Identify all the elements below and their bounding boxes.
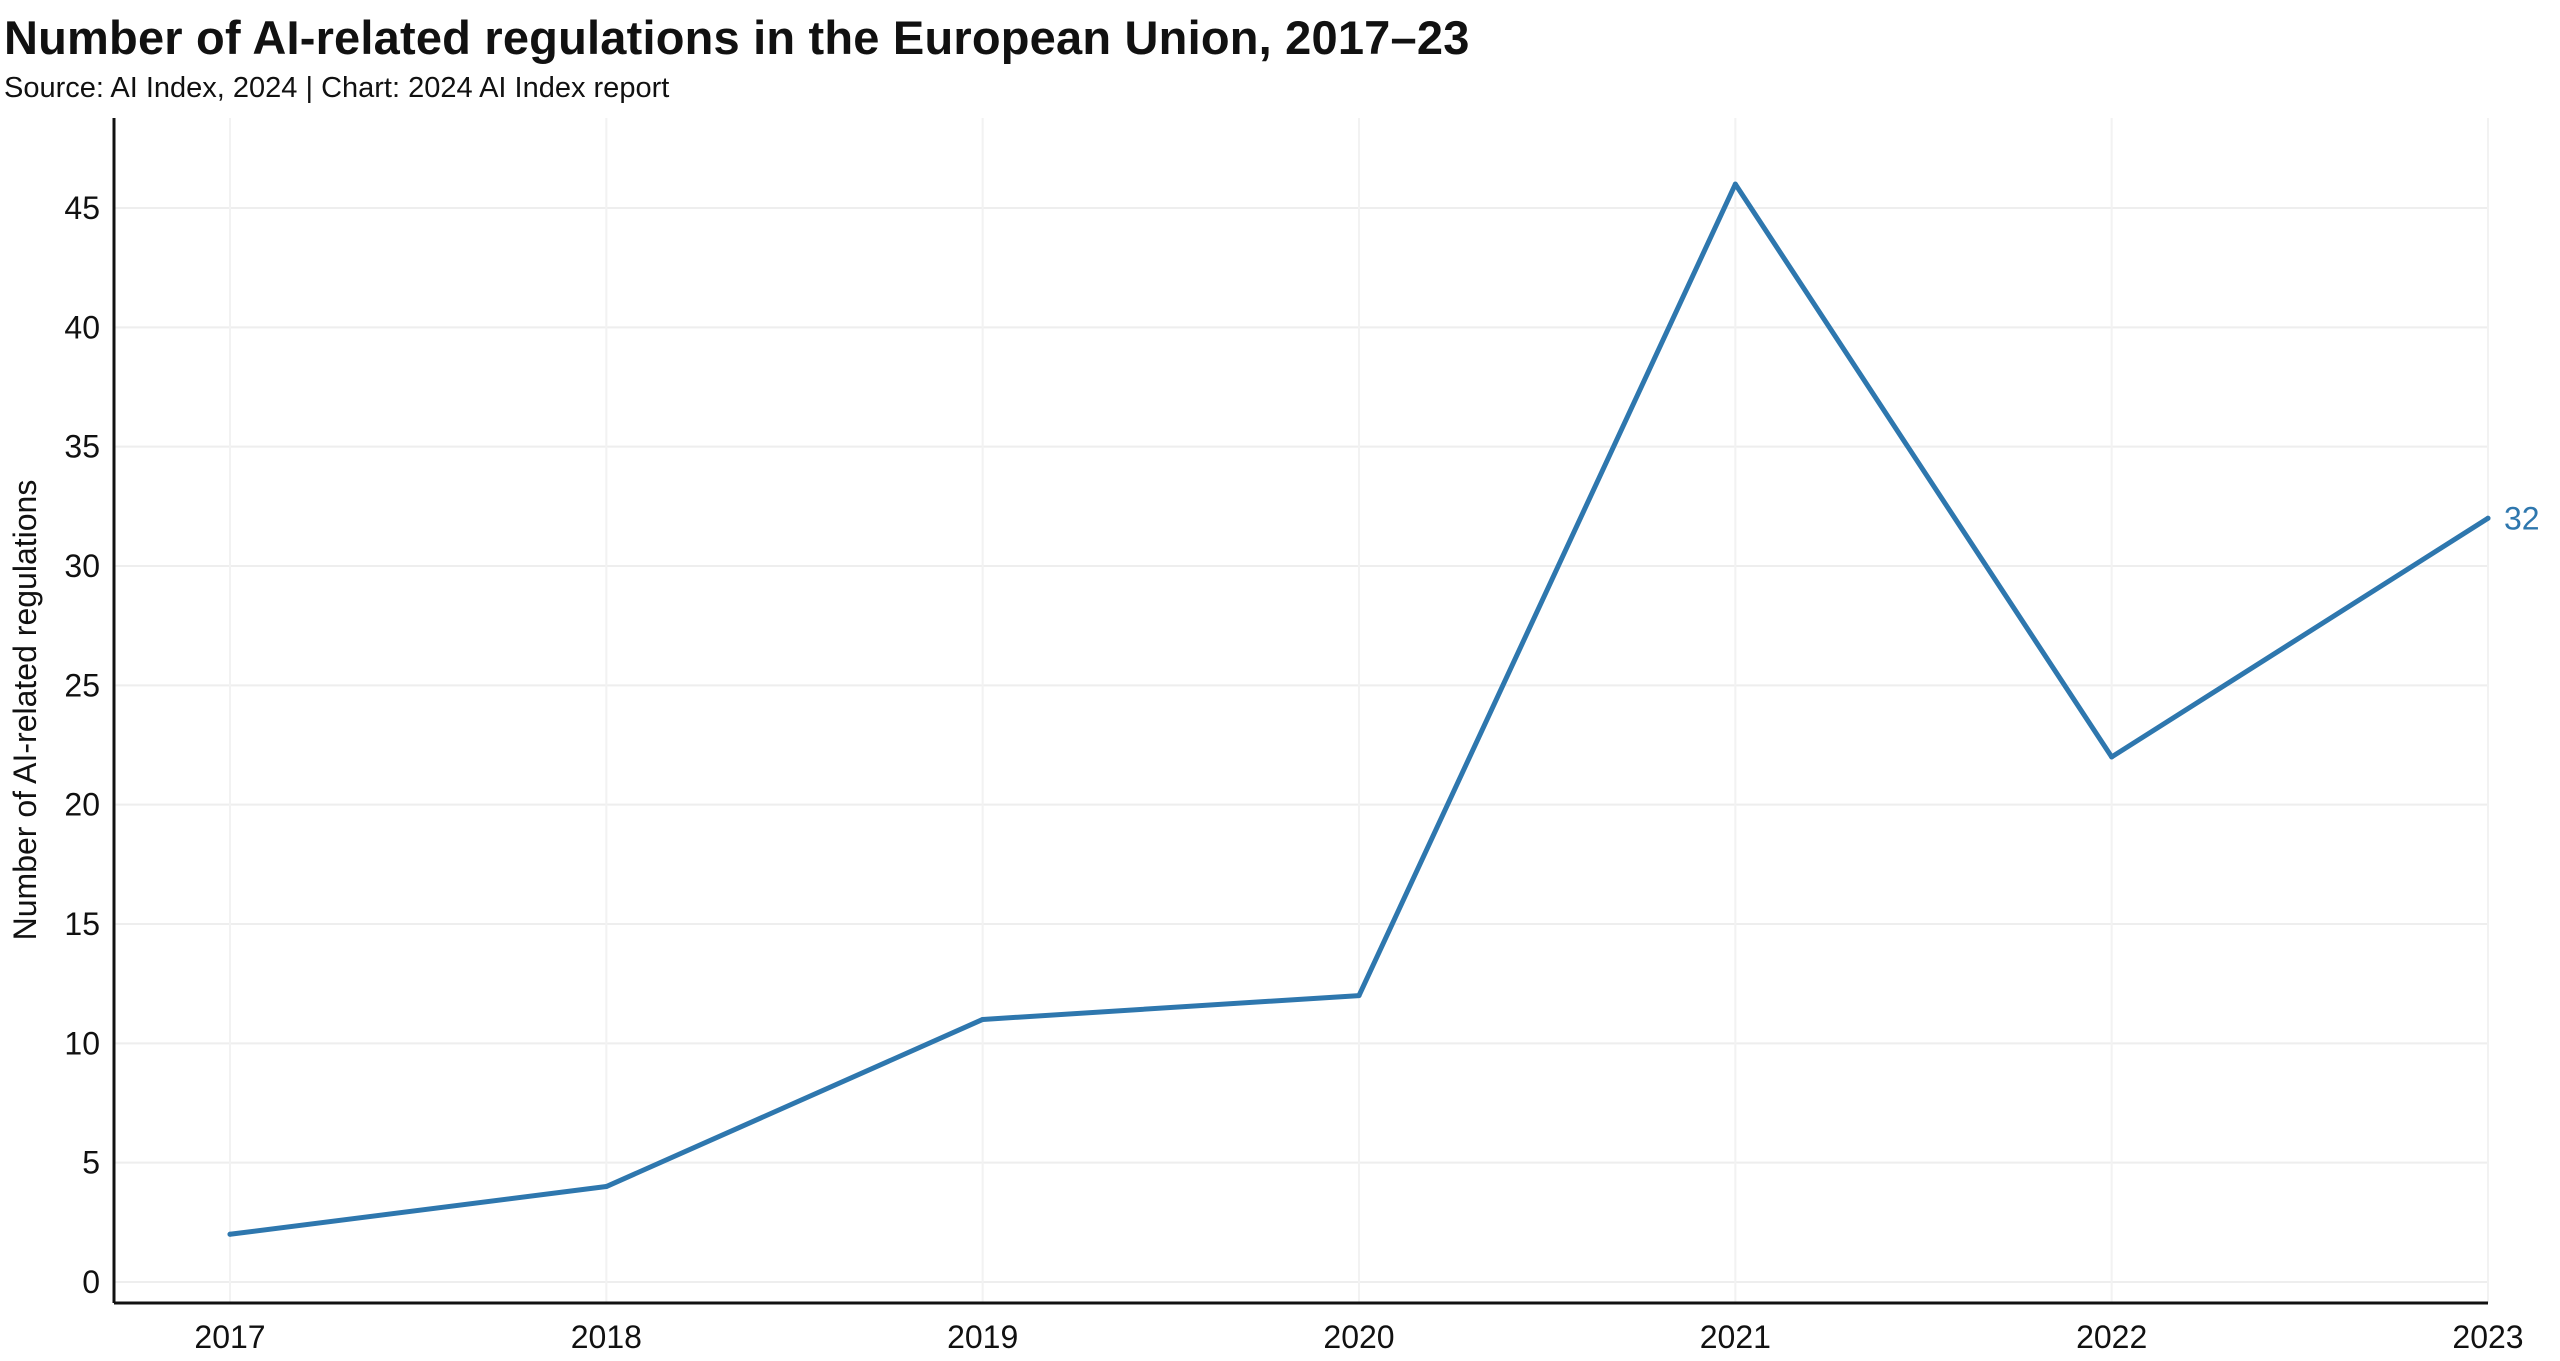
- y-tick-label: 30: [64, 548, 100, 584]
- y-tick-label: 20: [64, 787, 100, 823]
- x-axis-ticks: 2017 2018 2019 2020 2021 2022 2023: [194, 1319, 2523, 1355]
- x-tick-label: 2019: [947, 1319, 1018, 1355]
- x-tick-label: 2022: [2076, 1319, 2147, 1355]
- series-group: 32: [227, 181, 2540, 1237]
- y-tick-label: 35: [64, 429, 100, 465]
- y-tick-label: 15: [64, 906, 100, 942]
- x-tick-label: 2020: [1323, 1319, 1394, 1355]
- chart-title: Number of AI-related regulations in the …: [4, 11, 1470, 64]
- data-point: [2485, 515, 2491, 521]
- data-point: [980, 1016, 986, 1022]
- data-point: [2109, 754, 2115, 760]
- y-tick-label: 45: [64, 190, 100, 226]
- x-tick-label: 2018: [571, 1319, 642, 1355]
- data-point: [227, 1231, 233, 1237]
- data-point: [1356, 993, 1362, 999]
- x-tick-label: 2023: [2452, 1319, 2523, 1355]
- y-axis-label: Number of AI-related regulations: [7, 480, 43, 941]
- x-tick-label: 2021: [1700, 1319, 1771, 1355]
- end-value-label: 32: [2504, 500, 2540, 536]
- y-axis-ticks: 0 5 10 15 20 25 30 35 40 45: [64, 190, 100, 1300]
- gridlines: [114, 118, 2489, 1303]
- data-point: [603, 1184, 609, 1190]
- y-tick-label: 10: [64, 1025, 100, 1061]
- y-tick-label: 40: [64, 309, 100, 345]
- x-tick-label: 2017: [194, 1319, 265, 1355]
- y-tick-label: 5: [82, 1145, 100, 1181]
- data-point: [1732, 181, 1738, 187]
- y-tick-label: 25: [64, 667, 100, 703]
- y-tick-label: 0: [82, 1264, 100, 1300]
- chart-subtitle: Source: AI Index, 2024 | Chart: 2024 AI …: [4, 72, 670, 104]
